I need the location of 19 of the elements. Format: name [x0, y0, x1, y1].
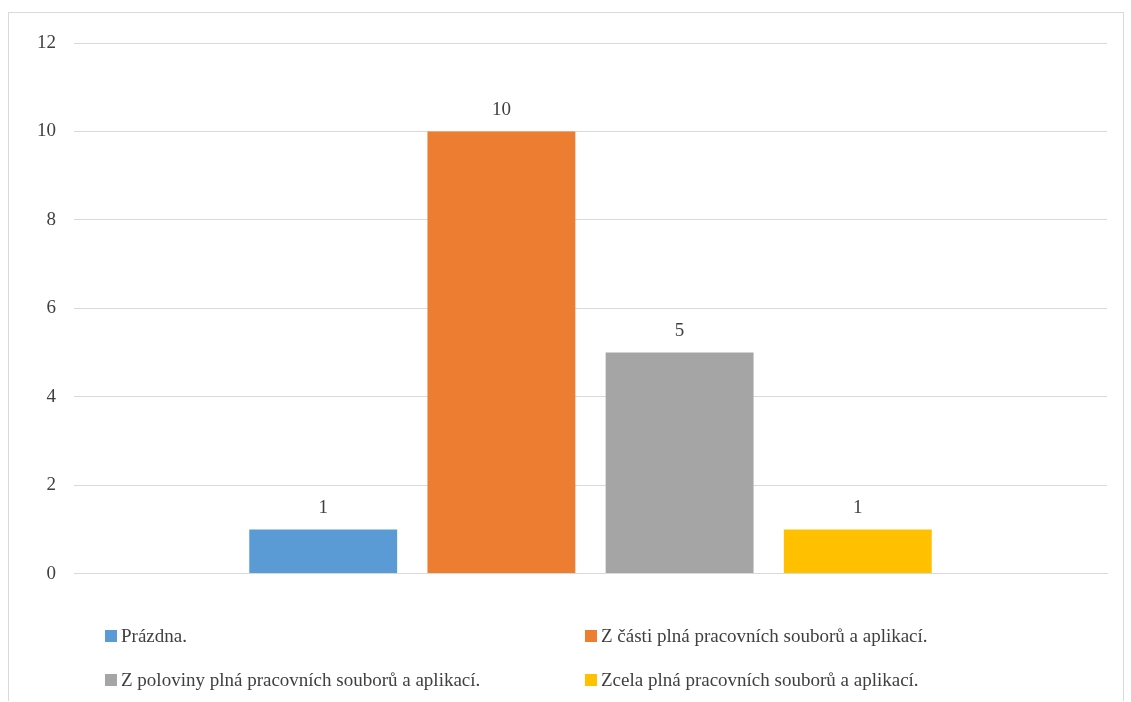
data-label: 10 — [491, 97, 511, 119]
data-label: 5 — [674, 319, 685, 340]
y-tick-label: 0 — [46, 561, 56, 583]
bar — [783, 529, 932, 574]
data-label: 1 — [853, 495, 863, 517]
bar — [605, 352, 754, 574]
y-tick-label: 4 — [46, 384, 57, 406]
legend-label: Zcela plná pracovních souborů a aplikací. — [601, 669, 919, 691]
legend-label: Z poloviny plná pracovních souborů a aplikací. — [121, 669, 481, 691]
legend-label: Z části plná pracovních souborů a aplikací. — [601, 625, 928, 647]
y-tick-label: 10 — [37, 119, 56, 141]
bar — [427, 131, 576, 574]
y-tick-label: 12 — [37, 30, 56, 52]
legend-label: Prázdna. — [121, 625, 187, 647]
bar — [249, 529, 398, 574]
y-tick-label: 2 — [46, 473, 56, 495]
data-label: 1 — [318, 495, 328, 517]
y-tick-label: 6 — [46, 296, 56, 318]
y-tick-label: 8 — [46, 207, 56, 229]
